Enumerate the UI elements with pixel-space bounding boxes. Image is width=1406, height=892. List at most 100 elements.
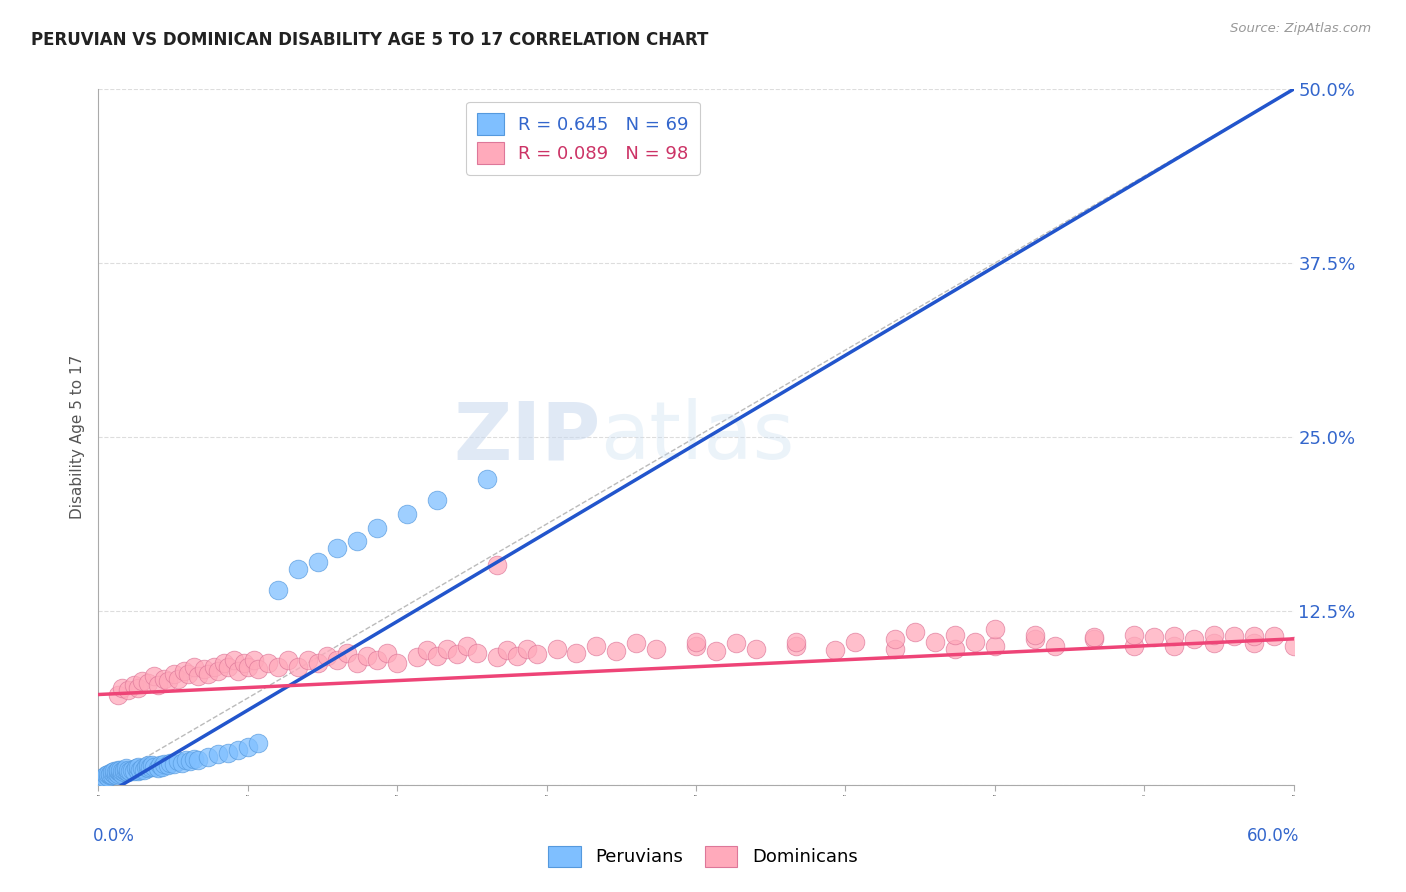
Point <box>105 768 128 782</box>
Point <box>143 760 166 774</box>
Point <box>943 628 966 642</box>
Y-axis label: Disability Age 5 to 17: Disability Age 5 to 17 <box>70 355 86 519</box>
Point <box>704 644 727 658</box>
Point <box>1163 629 1185 643</box>
Point <box>153 757 176 772</box>
Point <box>585 639 607 653</box>
Point <box>163 666 186 681</box>
Point <box>97 770 120 784</box>
Point <box>385 656 409 670</box>
Text: 60.0%: 60.0% <box>1247 827 1299 845</box>
Point <box>316 648 339 663</box>
Point <box>139 760 162 774</box>
Point <box>153 672 176 686</box>
Point <box>526 647 548 661</box>
Point <box>174 753 197 767</box>
Text: 0.0%: 0.0% <box>93 827 135 845</box>
Point <box>197 666 219 681</box>
Point <box>97 767 120 781</box>
Point <box>645 641 668 656</box>
Point <box>436 641 458 656</box>
Text: atlas: atlas <box>600 398 794 476</box>
Point <box>297 653 319 667</box>
Point <box>197 750 219 764</box>
Point <box>346 656 368 670</box>
Point <box>246 663 269 677</box>
Point <box>98 767 122 781</box>
Point <box>785 639 807 653</box>
Point <box>1083 632 1105 646</box>
Point <box>307 555 329 569</box>
Point <box>884 641 907 656</box>
Point <box>107 764 129 778</box>
Point <box>110 765 132 780</box>
Point <box>115 761 138 775</box>
Point <box>943 641 966 656</box>
Point <box>884 632 907 646</box>
Point <box>495 643 517 657</box>
Point <box>129 763 152 777</box>
Point <box>565 646 588 660</box>
Point <box>243 653 266 667</box>
Point <box>134 763 156 777</box>
Point <box>924 634 946 648</box>
Point <box>157 758 180 772</box>
Point <box>426 648 449 663</box>
Point <box>232 656 254 670</box>
Point <box>1123 628 1146 642</box>
Point <box>103 767 125 781</box>
Point <box>375 646 398 660</box>
Point <box>277 653 299 667</box>
Point <box>307 656 329 670</box>
Legend: R = 0.645   N = 69, R = 0.089   N = 98: R = 0.645 N = 69, R = 0.089 N = 98 <box>465 102 700 175</box>
Point <box>183 751 205 765</box>
Point <box>105 765 128 780</box>
Text: Source: ZipAtlas.com: Source: ZipAtlas.com <box>1230 22 1371 36</box>
Point <box>98 768 122 782</box>
Point <box>1123 639 1146 653</box>
Point <box>267 583 290 598</box>
Point <box>167 672 190 686</box>
Legend: Peruvians, Dominicans: Peruvians, Dominicans <box>541 838 865 874</box>
Point <box>117 765 139 780</box>
Point <box>107 767 129 781</box>
Point <box>824 643 846 657</box>
Point <box>101 765 124 780</box>
Point <box>172 756 194 770</box>
Point <box>173 664 195 678</box>
Point <box>226 664 249 678</box>
Point <box>149 758 172 772</box>
Point <box>465 646 488 660</box>
Point <box>131 673 153 688</box>
Point <box>127 764 149 778</box>
Point <box>236 659 259 673</box>
Point <box>287 659 309 673</box>
Point <box>1143 631 1166 645</box>
Point <box>546 641 568 656</box>
Text: PERUVIAN VS DOMINICAN DISABILITY AGE 5 TO 17 CORRELATION CHART: PERUVIAN VS DOMINICAN DISABILITY AGE 5 T… <box>31 31 709 49</box>
Point <box>416 643 439 657</box>
Point <box>605 644 627 658</box>
Point <box>117 763 139 777</box>
Point <box>163 757 186 772</box>
Point <box>167 754 190 768</box>
Point <box>1223 629 1246 643</box>
Point <box>406 649 429 664</box>
Point <box>187 669 209 683</box>
Point <box>141 758 163 772</box>
Point <box>1282 639 1305 653</box>
Point <box>366 653 388 667</box>
Point <box>267 659 290 673</box>
Point <box>112 765 135 780</box>
Point <box>1024 632 1046 646</box>
Point <box>136 761 159 775</box>
Point <box>193 663 215 677</box>
Point <box>124 678 146 692</box>
Point <box>1202 636 1225 650</box>
Point <box>963 634 986 648</box>
Point <box>125 761 148 775</box>
Point <box>115 764 138 778</box>
Point <box>1043 639 1066 653</box>
Point <box>336 646 359 660</box>
Point <box>1243 636 1265 650</box>
